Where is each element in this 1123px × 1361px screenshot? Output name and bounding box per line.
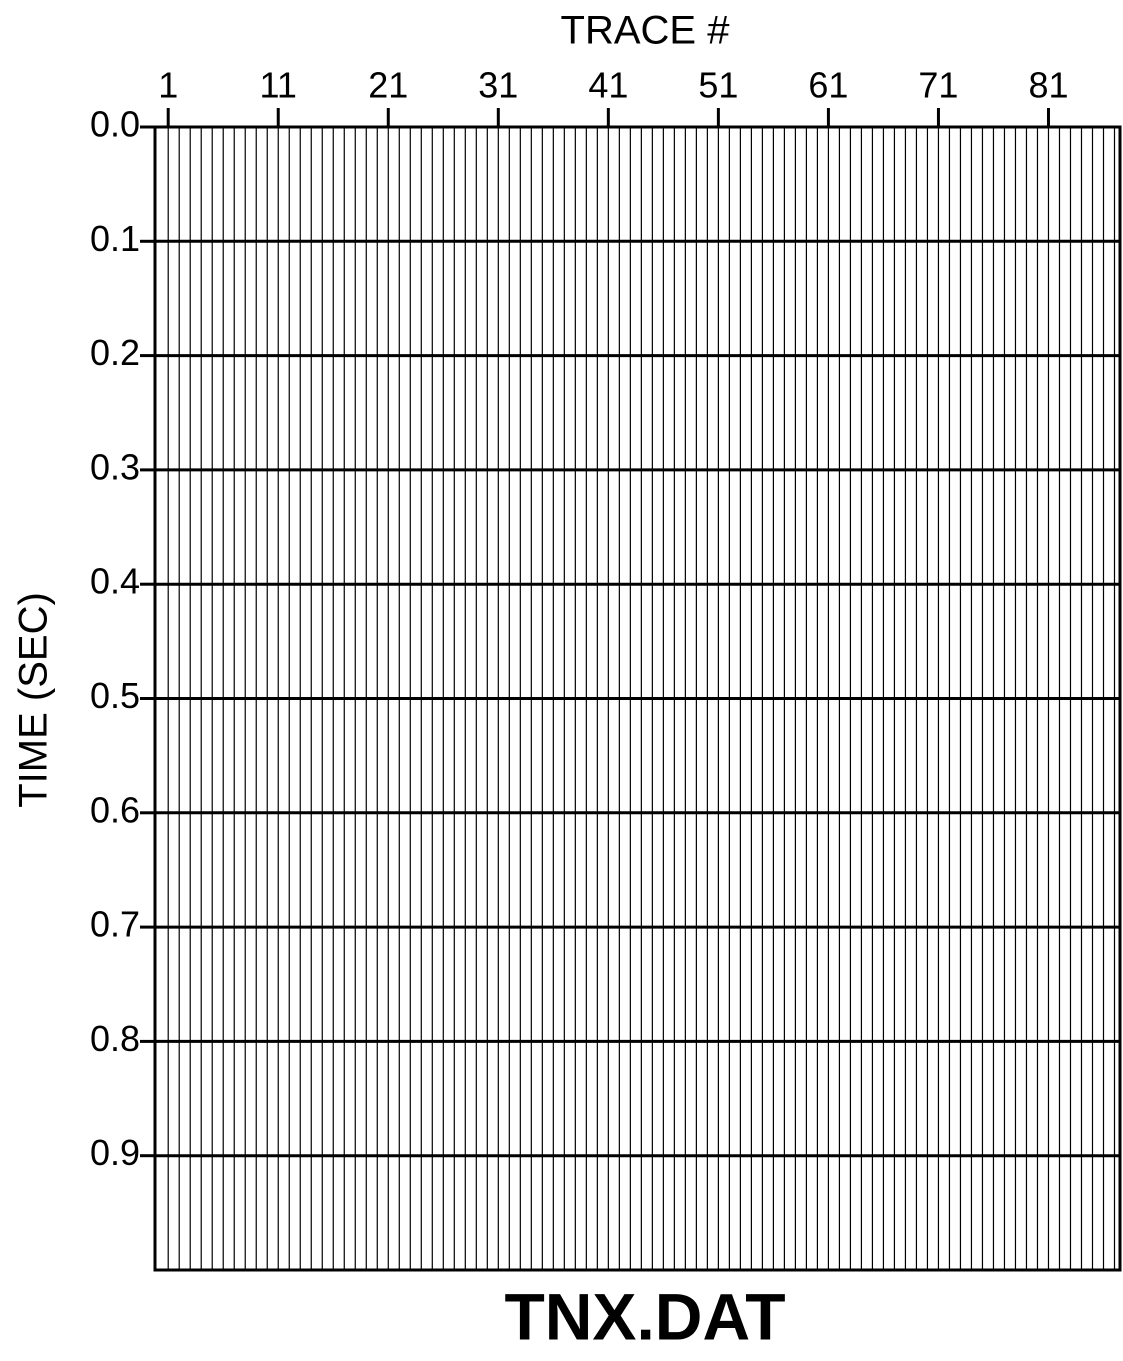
- chart-title: TNX.DAT: [504, 1279, 785, 1353]
- x-tick-label: 81: [1028, 65, 1068, 106]
- y-tick-label: 0.3: [90, 446, 140, 487]
- y-tick-label: 0.7: [90, 904, 140, 945]
- y-tick-label: 0.8: [90, 1018, 140, 1059]
- y-tick-label: 0.6: [90, 789, 140, 830]
- y-tick-label: 0.5: [90, 675, 140, 716]
- x-tick-label: 11: [260, 65, 297, 106]
- x-tick-label: 61: [808, 65, 848, 106]
- x-axis-label: TRACE #: [561, 9, 731, 53]
- y-axis-label: TIME (SEC): [12, 592, 56, 808]
- y-tick-label: 0.4: [90, 561, 140, 602]
- x-tick-label: 21: [368, 65, 408, 106]
- x-tick-label: 51: [698, 65, 738, 106]
- x-tick-label: 31: [478, 65, 518, 106]
- x-tick-label: 71: [918, 65, 958, 106]
- y-tick-label: 0.0: [90, 104, 140, 145]
- x-tick-label: 41: [588, 65, 628, 106]
- x-tick-label: 1: [158, 65, 178, 106]
- y-tick-label: 0.9: [90, 1132, 140, 1173]
- y-tick-label: 0.1: [90, 218, 140, 259]
- y-tick-label: 0.2: [90, 332, 140, 373]
